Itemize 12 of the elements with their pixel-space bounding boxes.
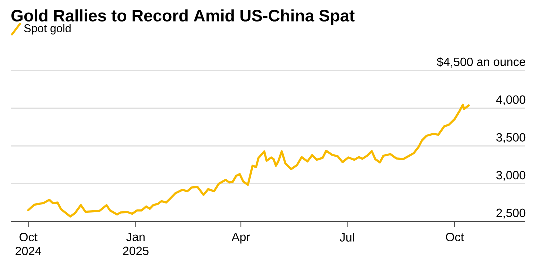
chart-title: Gold Rallies to Record Amid US-China Spat	[12, 10, 355, 26]
x-tick-label: Jan 2025	[123, 233, 149, 256]
x-tick-label: Jul	[340, 233, 354, 242]
x-tick-label: Oct	[446, 233, 464, 242]
y-tick-label: 2,500	[496, 208, 526, 219]
y-tick-label: 3,000	[496, 171, 526, 182]
y-tick-label: 4,000	[496, 96, 526, 106]
x-tick-label: Oct 2024	[16, 233, 42, 256]
x-tick-label: Apr	[232, 233, 250, 244]
y-tick-label: 3,500	[496, 133, 526, 144]
legend-label: Spot gold	[24, 24, 71, 35]
y-tick-label: $4,500 an ounce	[437, 57, 526, 68]
